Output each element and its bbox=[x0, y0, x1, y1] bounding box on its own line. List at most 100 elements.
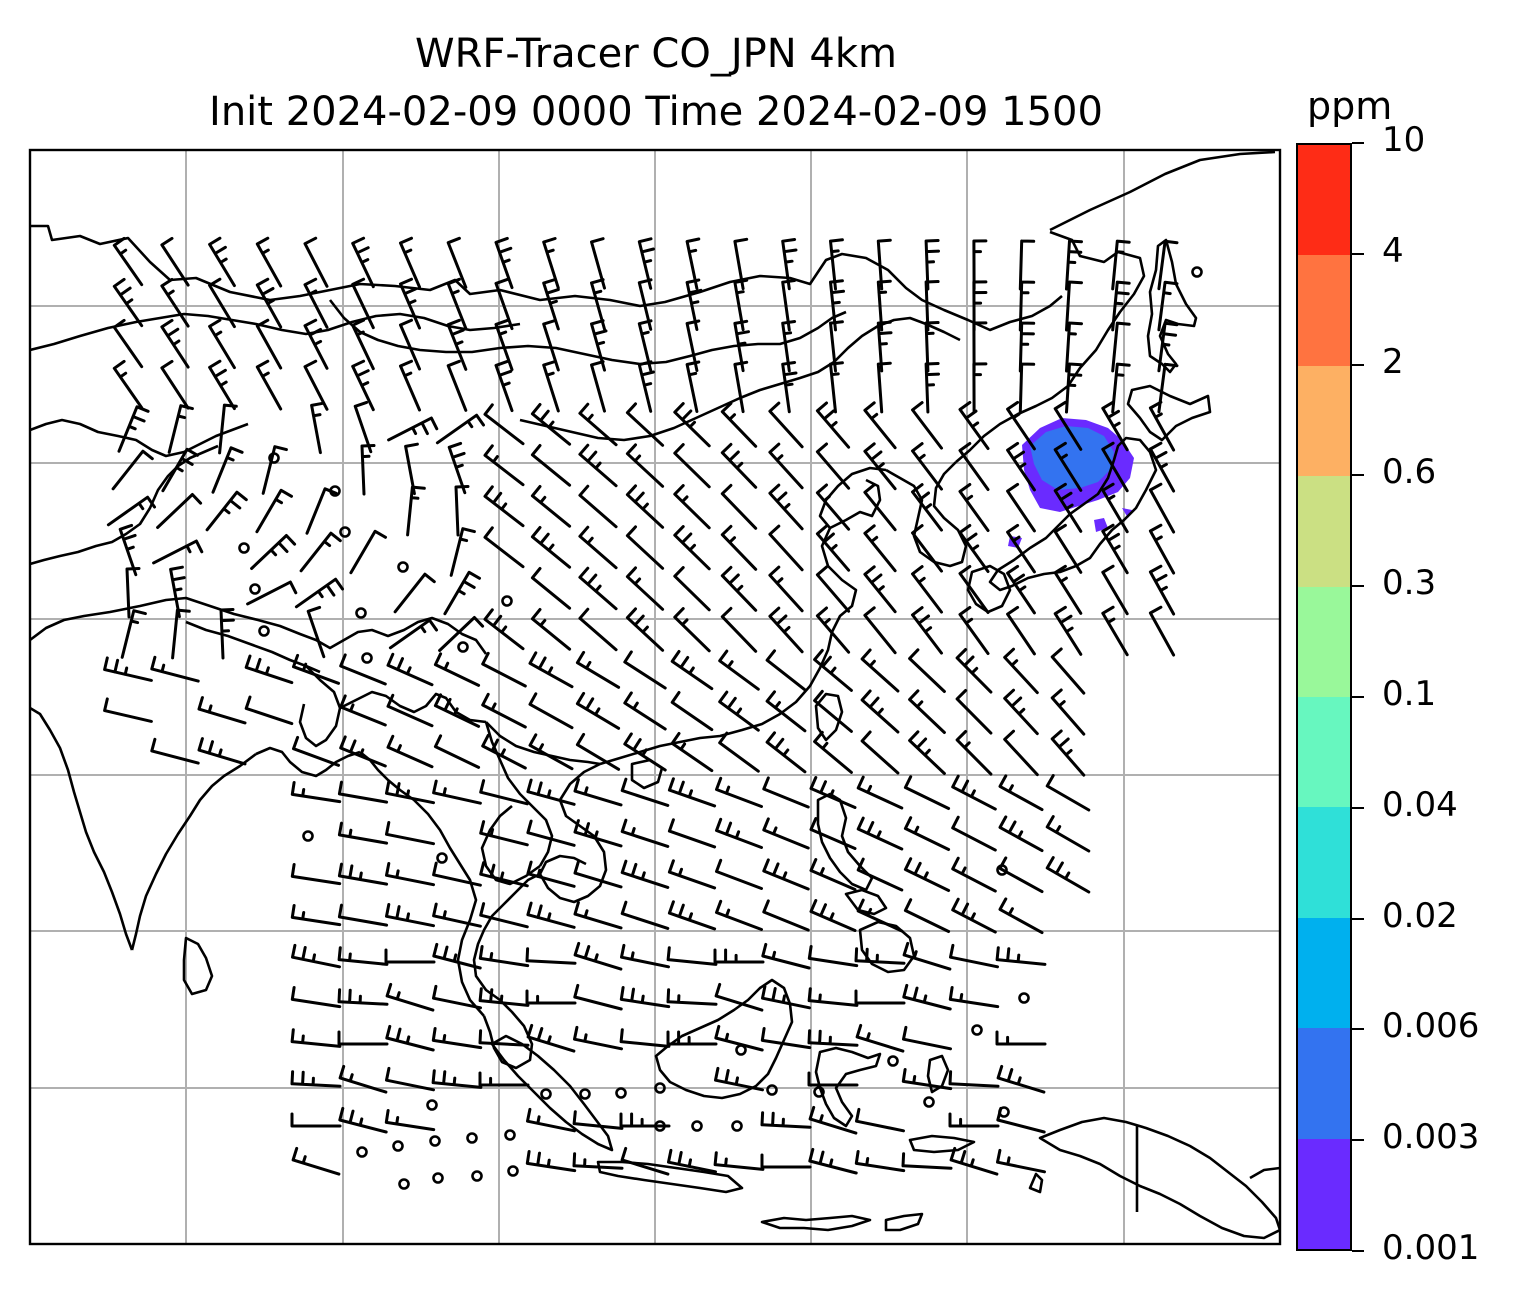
calm-wind-circle bbox=[813, 1086, 825, 1098]
wind-barb bbox=[809, 817, 857, 850]
wind-barb bbox=[995, 1030, 1047, 1046]
wind-barb bbox=[1148, 482, 1176, 534]
wind-barb bbox=[813, 689, 853, 733]
wind-barb bbox=[1050, 647, 1086, 695]
wind-barb bbox=[573, 778, 623, 807]
wind-barb bbox=[351, 236, 375, 289]
wind-barb bbox=[338, 1106, 388, 1134]
wind-barb bbox=[901, 1068, 953, 1091]
calm-wind-circle bbox=[457, 641, 469, 653]
wind-barb bbox=[525, 989, 577, 1005]
wind-barb bbox=[903, 898, 951, 933]
colorbar-tick-label: 0.02 bbox=[1382, 895, 1458, 936]
wind-barb bbox=[854, 1150, 906, 1173]
wind-barb bbox=[619, 1028, 671, 1048]
calm-wind-circle bbox=[579, 1088, 591, 1100]
wind-barb bbox=[673, 443, 711, 489]
calm-wind-circle bbox=[436, 852, 448, 864]
wind-barb bbox=[160, 236, 190, 287]
wind-barb bbox=[433, 693, 481, 728]
coast-borneo bbox=[654, 978, 794, 1100]
colorbar-tick-mark bbox=[1352, 696, 1364, 698]
wind-barb bbox=[670, 732, 714, 773]
wind-barb bbox=[156, 493, 203, 529]
wind-barb bbox=[573, 860, 623, 889]
wind-barb bbox=[118, 523, 138, 577]
colorbar-segment bbox=[1298, 586, 1350, 697]
wind-barb bbox=[290, 904, 342, 927]
wind-barb bbox=[303, 277, 329, 329]
wind-barb bbox=[292, 735, 340, 767]
wind-barb bbox=[526, 1107, 576, 1133]
wind-barb bbox=[673, 484, 711, 530]
coast-hokkaido bbox=[1126, 384, 1212, 442]
wind-barb bbox=[479, 779, 529, 806]
wind-barb bbox=[255, 359, 283, 411]
wind-barb bbox=[863, 442, 897, 491]
wind-barb bbox=[530, 403, 572, 446]
wind-barb bbox=[760, 1027, 812, 1050]
wind-barb bbox=[720, 565, 758, 612]
wind-barb bbox=[208, 359, 236, 411]
wind-barb bbox=[399, 236, 421, 289]
wind-barb bbox=[667, 859, 717, 890]
wind-barb bbox=[996, 1106, 1046, 1134]
wind-barb bbox=[903, 775, 951, 810]
wind-barb bbox=[1148, 564, 1176, 616]
wind-barb bbox=[167, 404, 194, 454]
wind-barb bbox=[815, 524, 851, 572]
wind-barb bbox=[949, 1146, 999, 1176]
wind-barb bbox=[998, 856, 1044, 894]
wind-barb bbox=[948, 986, 1000, 1009]
wind-barb bbox=[530, 567, 572, 610]
wind-barb bbox=[385, 780, 435, 805]
calm-wind-circle bbox=[923, 1096, 935, 1108]
calm-wind-circle bbox=[1018, 992, 1030, 1004]
wind-barb bbox=[951, 897, 997, 934]
wind-barb bbox=[431, 1027, 483, 1050]
wind-barb bbox=[290, 863, 342, 886]
border-laos bbox=[484, 721, 554, 867]
wind-barb bbox=[446, 277, 468, 330]
wind-barb bbox=[525, 947, 577, 965]
coast-sulawesi bbox=[814, 1046, 882, 1128]
wind-barb bbox=[399, 318, 421, 371]
coast-okhotsk bbox=[955, 230, 1146, 463]
wind-barb bbox=[720, 401, 758, 448]
wind-barb bbox=[620, 900, 670, 930]
colorbar-tick-label: 0.6 bbox=[1382, 452, 1437, 493]
wind-barb bbox=[902, 983, 952, 1011]
wind-barb bbox=[250, 534, 297, 570]
colorbar-tick-mark bbox=[1352, 142, 1364, 144]
calm-wind-circle bbox=[731, 1120, 743, 1132]
calm-wind-circle bbox=[466, 1132, 478, 1144]
map-frame bbox=[28, 148, 1282, 1246]
wind-barb bbox=[387, 416, 439, 442]
wind-barb bbox=[951, 856, 997, 893]
colorbar-unit-label: ppm bbox=[1307, 84, 1393, 128]
wind-barb bbox=[718, 690, 760, 732]
wind-barb bbox=[1006, 400, 1036, 451]
wind-barb bbox=[1006, 523, 1036, 574]
wind-barb bbox=[855, 1023, 905, 1053]
wind-barb bbox=[1003, 688, 1039, 736]
wind-barb bbox=[255, 277, 283, 329]
wind-barb bbox=[494, 236, 514, 290]
wind-barb bbox=[1157, 321, 1179, 373]
wind-barb bbox=[1148, 605, 1176, 657]
wind-barb bbox=[813, 648, 853, 692]
calm-wind-circle bbox=[429, 1135, 441, 1147]
wind-barb bbox=[479, 902, 529, 929]
calm-wind-circle bbox=[355, 607, 367, 619]
wind-barb bbox=[958, 565, 990, 614]
colorbar-tick-mark bbox=[1352, 1250, 1364, 1252]
wind-barb bbox=[117, 405, 150, 453]
wind-barb bbox=[578, 525, 618, 570]
wind-barb bbox=[208, 318, 236, 370]
wind-barb bbox=[673, 566, 711, 612]
coast-new-guinea bbox=[1038, 1116, 1280, 1240]
wind-barb bbox=[667, 777, 717, 808]
wind-barb bbox=[337, 903, 389, 927]
wind-barb bbox=[685, 278, 703, 331]
colorbar-tick-mark bbox=[1352, 585, 1364, 588]
